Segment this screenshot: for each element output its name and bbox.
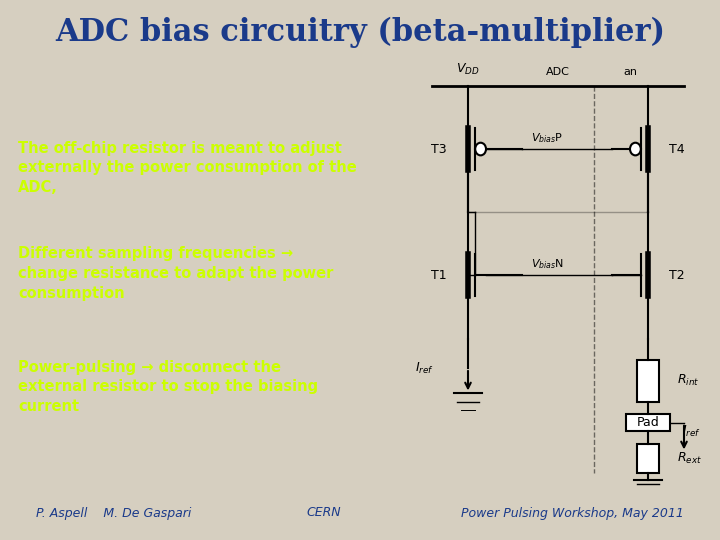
Text: $I_{ref}$: $I_{ref}$ (415, 361, 434, 376)
Text: T1: T1 (431, 269, 447, 282)
Text: T3: T3 (431, 143, 447, 156)
Text: P. Aspell    M. De Gaspari: P. Aspell M. De Gaspari (36, 507, 192, 519)
Text: $V_{bias}$N: $V_{bias}$N (531, 258, 564, 271)
Bar (637, 444, 659, 474)
Text: Power Pulsing Workshop, May 2011: Power Pulsing Workshop, May 2011 (461, 507, 684, 519)
Text: $R_{int}$: $R_{int}$ (677, 373, 699, 388)
Text: $I_{ref}$: $I_{ref}$ (682, 424, 701, 439)
Text: $R_{ext}$: $R_{ext}$ (677, 451, 702, 466)
Text: an: an (623, 68, 637, 77)
Text: $V_{DD}$: $V_{DD}$ (456, 62, 480, 77)
Text: Power-pulsing → disconnect the
external resistor to stop the biasing
current: Power-pulsing → disconnect the external … (18, 360, 318, 414)
Circle shape (475, 143, 486, 156)
Text: The off-chip resistor is meant to adjust
externally the power consumption of the: The off-chip resistor is meant to adjust… (18, 140, 356, 195)
Text: T2: T2 (669, 269, 685, 282)
Text: $V_{bias}$P: $V_{bias}$P (531, 131, 563, 145)
Text: T4: T4 (669, 143, 685, 156)
Text: ADC bias circuitry (beta-multiplier): ADC bias circuitry (beta-multiplier) (55, 17, 665, 48)
Text: Different sampling frequencies →
change resistance to adapt the power
consumptio: Different sampling frequencies → change … (18, 246, 333, 301)
Bar (626, 414, 670, 431)
Text: ADC: ADC (546, 68, 570, 77)
Circle shape (630, 143, 641, 156)
Bar (637, 360, 659, 402)
Text: Pad: Pad (636, 416, 660, 429)
Text: CERN: CERN (307, 507, 341, 519)
